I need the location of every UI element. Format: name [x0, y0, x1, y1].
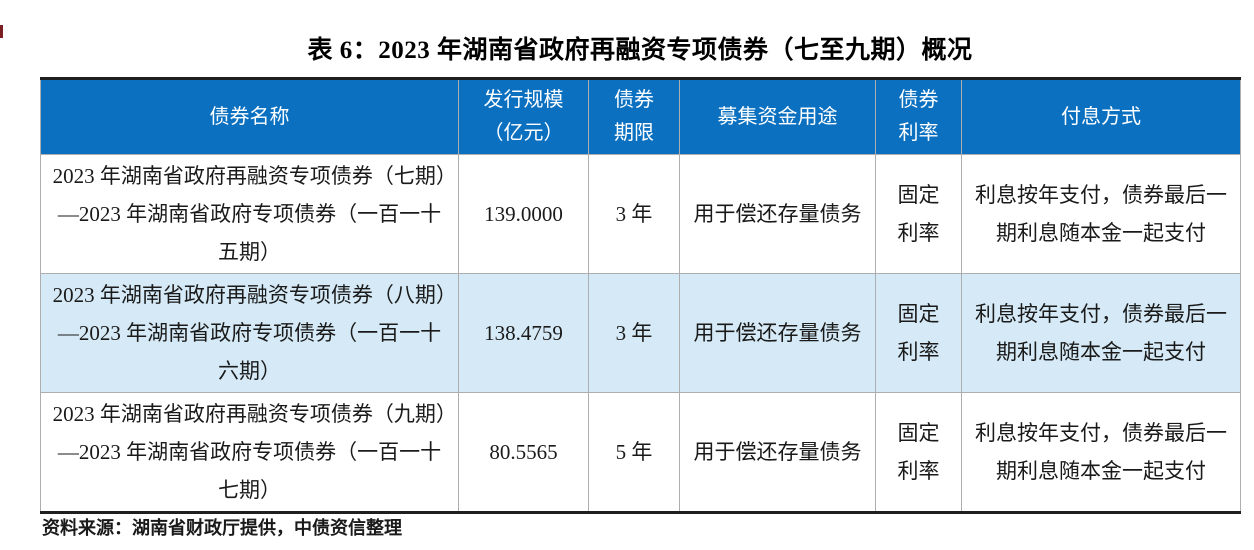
bond-rate-cell: 固定 利率	[875, 392, 962, 513]
col-header-bond-name: 债券名称	[40, 78, 459, 155]
col-header-bond-rate: 债券 利率	[875, 78, 962, 155]
table-row: 2023 年湖南省政府再融资专项债券（九期）—2023 年湖南省政府专项债券（一…	[40, 392, 1241, 513]
col-header-issue-scale: 发行规模 （亿元）	[458, 78, 589, 155]
issue-scale-cell: 138.4759	[458, 273, 589, 393]
interest-payment-cell: 利息按年支付，债券最后一期利息随本金一起支付	[961, 273, 1241, 393]
table-row: 2023 年湖南省政府再融资专项债券（八期）—2023 年湖南省政府专项债券（一…	[40, 273, 1241, 393]
use-of-proceeds-cell: 用于偿还存量债务	[679, 154, 876, 274]
use-of-proceeds-cell: 用于偿还存量债务	[679, 392, 876, 513]
bond-rate-cell: 固定 利率	[875, 273, 962, 393]
col-header-bond-term: 债券 期限	[588, 78, 680, 155]
issue-scale-cell: 139.0000	[458, 154, 589, 274]
bond-rate-cell: 固定 利率	[875, 154, 962, 274]
bond-name-cell: 2023 年湖南省政府再融资专项债券（七期）—2023 年湖南省政府专项债券（一…	[40, 154, 459, 274]
bond-term-cell: 3 年	[588, 273, 680, 393]
table-row: 2023 年湖南省政府再融资专项债券（七期）—2023 年湖南省政府专项债券（一…	[40, 154, 1241, 274]
bond-table: 债券名称 发行规模 （亿元） 债券 期限 募集资金用途 债券 利率	[40, 77, 1241, 514]
bond-name-cell: 2023 年湖南省政府再融资专项债券（九期）—2023 年湖南省政府专项债券（一…	[40, 392, 459, 513]
data-source-note: 资料来源：湖南省财政厅提供，中债资信整理	[42, 518, 402, 538]
interest-payment-cell: 利息按年支付，债券最后一期利息随本金一起支付	[961, 154, 1241, 274]
bond-term-cell: 5 年	[588, 392, 680, 513]
col-header-use-of-proceeds: 募集资金用途	[679, 78, 876, 155]
bond-term-cell: 3 年	[588, 154, 680, 274]
table-title: 表 6：2023 年湖南省政府再融资专项债券（七至九期）概况	[307, 37, 973, 64]
page-edge-mark	[0, 25, 3, 38]
table-header-row: 债券名称 发行规模 （亿元） 债券 期限 募集资金用途 债券 利率	[40, 78, 1241, 155]
bond-name-cell: 2023 年湖南省政府再融资专项债券（八期）—2023 年湖南省政府专项债券（一…	[40, 273, 459, 393]
col-header-bond-name-label: 债券名称	[209, 105, 290, 128]
interest-payment-cell: 利息按年支付，债券最后一期利息随本金一起支付	[961, 392, 1241, 513]
use-of-proceeds-cell: 用于偿还存量债务	[679, 273, 876, 393]
issue-scale-cell: 80.5565	[458, 392, 589, 513]
col-header-interest-payment: 付息方式	[961, 78, 1241, 155]
